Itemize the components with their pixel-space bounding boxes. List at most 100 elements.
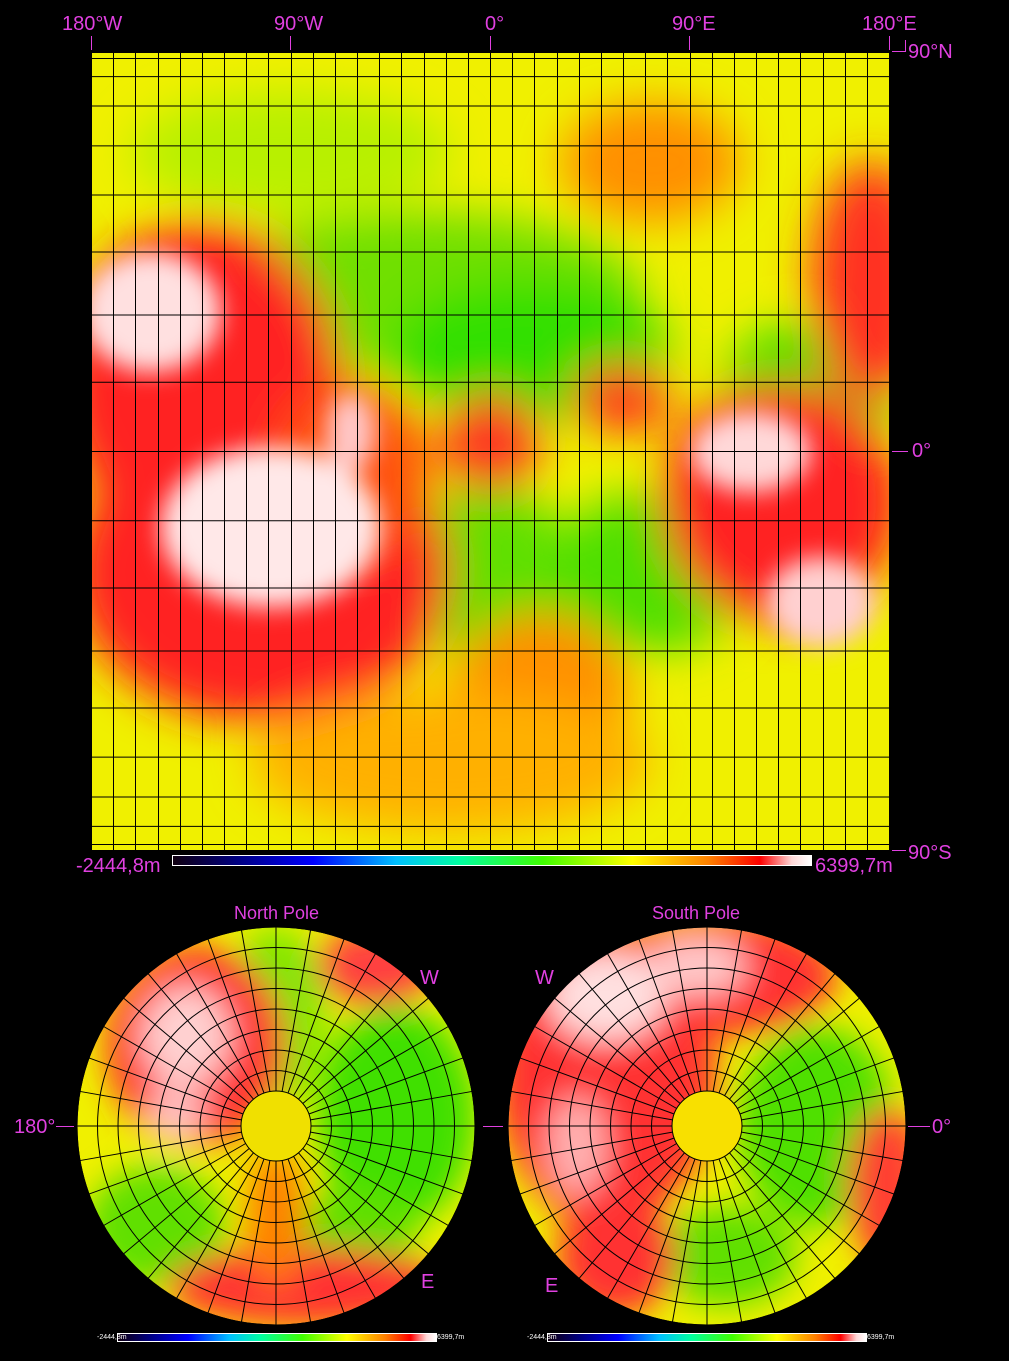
meridian-spoke — [739, 1057, 895, 1115]
lon-label-90w: 90°W — [274, 13, 324, 35]
meridian-spoke — [302, 1148, 429, 1255]
meridian-spoke — [607, 1156, 690, 1299]
meridian-spoke — [207, 1158, 265, 1314]
north-pole-180-label: 180° — [14, 1116, 56, 1138]
lon-tick — [490, 36, 491, 50]
meridian-spoke — [123, 997, 250, 1104]
north-pole-colorbar-max: 6399,7m — [437, 1334, 465, 1341]
lat-tick — [905, 40, 906, 52]
meridian-spoke — [103, 1026, 246, 1109]
north-pole-e-label: E — [421, 1271, 435, 1293]
meridian-spoke — [287, 938, 345, 1094]
meridian-spoke — [240, 1160, 271, 1323]
meridian-spoke — [298, 973, 405, 1100]
meridian-spoke — [733, 997, 860, 1104]
north-pole-180-tick — [56, 1126, 74, 1127]
lat-tick — [892, 51, 906, 52]
meridian-spoke — [79, 1131, 242, 1162]
meridian-spoke — [147, 973, 254, 1100]
meridian-spoke — [741, 1131, 904, 1162]
south-pole-colorbar — [547, 1333, 867, 1342]
meridian-spoke — [240, 929, 271, 1092]
south-pole-title: South Pole — [652, 903, 741, 923]
meridian-spoke — [712, 929, 743, 1092]
meridian-spoke — [207, 938, 265, 1094]
lon-label-0: 0° — [485, 13, 505, 35]
lon-tick — [290, 36, 291, 50]
colorbar-min-label: -2444,8m — [76, 855, 161, 877]
meridian-spoke — [293, 1156, 376, 1299]
meridian-spoke — [298, 1152, 405, 1279]
north-pole-title: North Pole — [234, 903, 320, 923]
meridian-spoke — [671, 929, 702, 1092]
meridian-spoke — [88, 1137, 244, 1195]
lat-label-0: 0° — [912, 440, 932, 462]
meridian-spoke — [308, 1137, 464, 1195]
lat-label-90n: 90°N — [908, 41, 953, 63]
meridian-spoke — [293, 953, 376, 1096]
lon-label-180e: 180°E — [862, 13, 917, 35]
meridian-spoke — [176, 1156, 259, 1299]
meridian-spoke — [306, 1143, 449, 1226]
meridian-spoke — [310, 1090, 473, 1121]
meridian-spoke — [281, 1160, 312, 1323]
meridian-spoke — [638, 1158, 696, 1314]
south-pole-map — [507, 926, 907, 1326]
meridian-spoke — [176, 953, 259, 1096]
colorbar-max-label: 6399,7m — [815, 855, 893, 877]
meridian-spoke — [712, 1160, 743, 1323]
meridian-spoke — [739, 1137, 895, 1195]
south-pole-w-label: W — [535, 967, 554, 989]
meridian-spoke — [302, 997, 429, 1104]
north-pole-map — [76, 926, 476, 1326]
lat-tick — [892, 850, 906, 851]
meridian-spoke — [510, 1131, 673, 1162]
meridian-spoke — [103, 1143, 246, 1226]
south-pole-left-tick — [483, 1126, 503, 1127]
south-pole-e-label: E — [545, 1275, 559, 1297]
meridian-spoke — [519, 1057, 675, 1115]
meridian-spoke — [729, 973, 836, 1100]
meridian-spoke — [306, 1026, 449, 1109]
meridian-spoke — [671, 1160, 702, 1323]
elevation-colorbar — [172, 855, 812, 866]
lat-tick — [892, 451, 908, 452]
lat-label-90s: 90°S — [908, 842, 952, 864]
meridian-spoke — [88, 1057, 244, 1115]
lon-tick — [889, 36, 890, 50]
meridian-spoke — [718, 938, 776, 1094]
meridian-spoke — [534, 1026, 677, 1109]
meridian-spoke — [737, 1026, 880, 1109]
cylindrical-elevation-map — [91, 52, 889, 850]
north-pole-colorbar-min: -2444,8m — [97, 1334, 127, 1341]
north-pole-w-label: W — [420, 967, 439, 989]
meridian-spoke — [718, 1158, 776, 1314]
meridian-spoke — [724, 1156, 807, 1299]
lon-label-90e: 90°E — [672, 13, 716, 35]
south-pole-0-tick — [908, 1126, 930, 1127]
south-pole-0-label: 0° — [932, 1116, 952, 1138]
south-pole-colorbar-max: 6399,7m — [867, 1334, 895, 1341]
meridian-spoke — [519, 1137, 675, 1195]
meridian-spoke — [510, 1090, 673, 1121]
meridian-spoke — [607, 953, 690, 1096]
meridian-spoke — [287, 1158, 345, 1314]
meridian-spoke — [534, 1143, 677, 1226]
south-pole-colorbar-min: -2444,8m — [527, 1334, 557, 1341]
meridian-spoke — [729, 1152, 836, 1279]
meridian-spoke — [123, 1148, 250, 1255]
meridian-spoke — [147, 1152, 254, 1279]
meridian-spoke — [578, 1152, 685, 1279]
north-pole-colorbar — [117, 1333, 437, 1342]
meridian-spoke — [724, 953, 807, 1096]
meridian-spoke — [638, 938, 696, 1094]
meridian-spoke — [554, 1148, 681, 1255]
meridian-spoke — [79, 1090, 242, 1121]
meridian-spoke — [310, 1131, 473, 1162]
meridian-spoke — [737, 1143, 880, 1226]
meridian-spoke — [554, 997, 681, 1104]
meridian-spoke — [741, 1090, 904, 1121]
meridian-spoke — [308, 1057, 464, 1115]
meridian-spoke — [733, 1148, 860, 1255]
lon-tick — [91, 36, 92, 50]
